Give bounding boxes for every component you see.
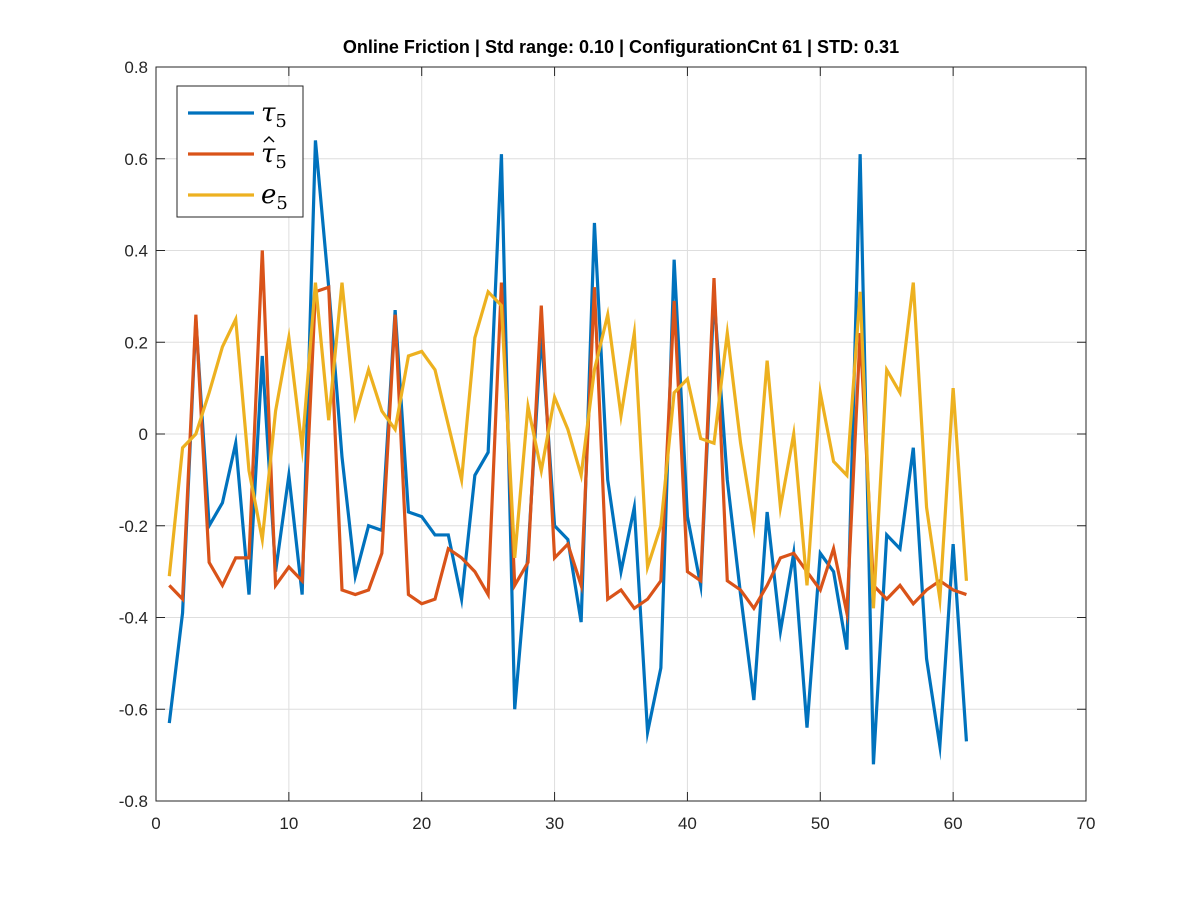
legend-label-2: τ5 — [261, 139, 287, 173]
legend-label-1: τ5 — [261, 98, 287, 132]
y-tick-label: -0.8 — [119, 792, 148, 811]
series-line-1 — [167, 140, 969, 765]
x-tick-label: 30 — [545, 814, 564, 833]
legend: τ5 τ5 e5 — [176, 85, 304, 218]
x-tick-label: 40 — [678, 814, 697, 833]
y-tick-labels: -0.8 -0.6 -0.4 -0.2 0 0.2 0.4 0.6 0.8 — [119, 58, 148, 811]
y-tick-label: -0.6 — [119, 700, 148, 719]
x-tick-labels: 0 10 20 30 40 50 60 70 — [151, 814, 1095, 833]
y-tick-label: 0.2 — [124, 333, 148, 352]
y-tick-label: 0 — [139, 425, 148, 444]
x-tick-label: 20 — [412, 814, 431, 833]
x-tick-label: 50 — [811, 814, 830, 833]
y-tick-label: -0.2 — [119, 517, 148, 536]
chart-title: Online Friction | Std range: 0.10 | Conf… — [343, 37, 899, 57]
legend-label-3: e5 — [261, 180, 288, 214]
legend-hat-mark — [263, 136, 275, 143]
x-tick-label: 70 — [1077, 814, 1096, 833]
x-tick-label: 0 — [151, 814, 160, 833]
y-tick-label: 0.4 — [124, 242, 148, 261]
grid-lines — [156, 67, 1086, 801]
series-line-3 — [167, 282, 969, 615]
axis-ticks — [155, 66, 1087, 802]
x-tick-label: 60 — [944, 814, 963, 833]
y-tick-label: 0.6 — [124, 150, 148, 169]
series-lines — [167, 140, 969, 765]
x-tick-label: 10 — [279, 814, 298, 833]
y-tick-label: -0.4 — [119, 609, 148, 628]
y-tick-label: 0.8 — [124, 58, 148, 77]
series-line-2 — [168, 250, 967, 626]
